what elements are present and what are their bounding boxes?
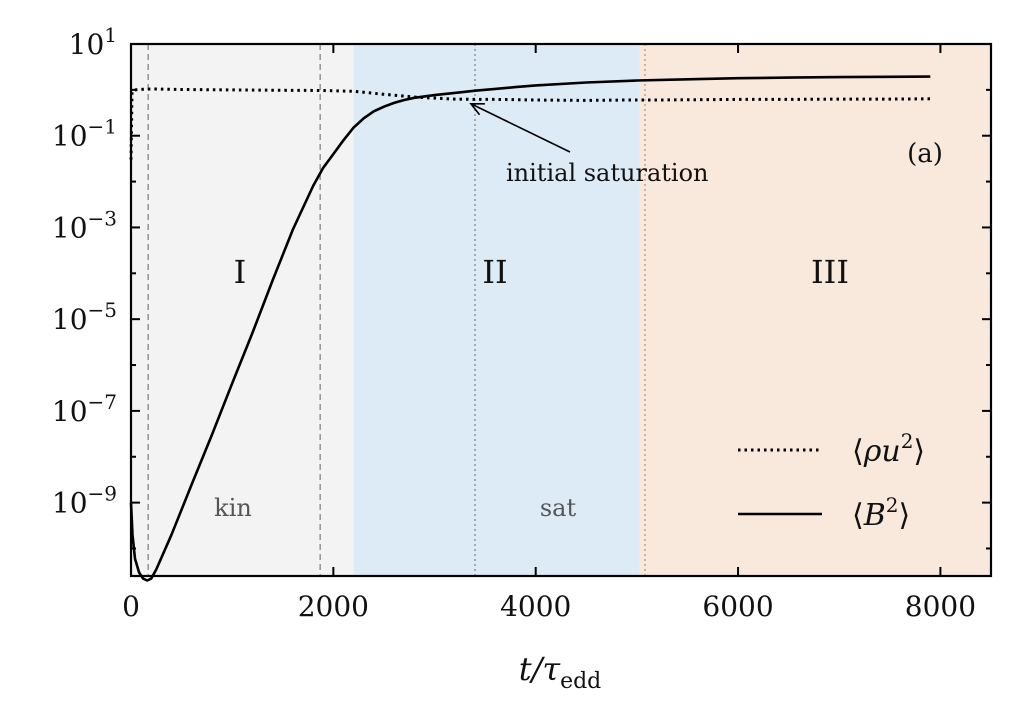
annotation-arrowhead <box>469 102 485 116</box>
legend-label-2: ⟨B2⟩ <box>852 493 910 533</box>
x-tick-label: 2000 <box>298 590 369 623</box>
axis-ticks: 0 2000 4000 6000 8000 101 10−1 10−3 10−5 10−7 10−9… <box>52 23 991 694</box>
series-magnetic-energy-line <box>129 75 931 582</box>
phase-divider-lines <box>147 44 646 576</box>
y-tick-label: 101 <box>69 23 117 61</box>
y-tick-label: 10−9 <box>52 482 117 520</box>
background-regions <box>131 44 991 576</box>
x-axis-title: t/τedd <box>519 650 602 694</box>
region-label-II: II <box>482 253 507 291</box>
x-tick-label: 4000 <box>500 590 571 623</box>
plot-frame <box>129 42 993 578</box>
plot-border <box>129 42 993 578</box>
region-label-I: I <box>234 253 247 291</box>
x-tick-label: 0 <box>122 590 140 623</box>
panel-label: (a) <box>907 139 943 169</box>
region-label-III: III <box>811 253 849 291</box>
annotation-text: initial saturation <box>506 159 708 187</box>
region-1-band <box>131 44 354 576</box>
y-tick-label: 10−5 <box>52 298 117 336</box>
region-3-band <box>639 44 991 576</box>
region-2-band <box>353 44 640 576</box>
legend-label-1: ⟨ρu2⟩ <box>852 429 925 469</box>
legend: ⟨ρu2⟩ ⟨B2⟩ <box>738 429 925 533</box>
y-tick-label: 10−1 <box>52 115 117 153</box>
series-kinetic-energy-line <box>129 87 931 160</box>
y-tick-label: 10−3 <box>52 206 117 244</box>
phase-label-kin: kin <box>214 494 252 522</box>
y-tick-label: 10−7 <box>52 390 117 428</box>
phase-label-sat: sat <box>540 494 577 522</box>
annotation-arrow <box>470 103 571 153</box>
x-tick-label: 6000 <box>702 590 773 623</box>
data-series <box>129 75 931 582</box>
x-tick-label: 8000 <box>905 590 976 623</box>
